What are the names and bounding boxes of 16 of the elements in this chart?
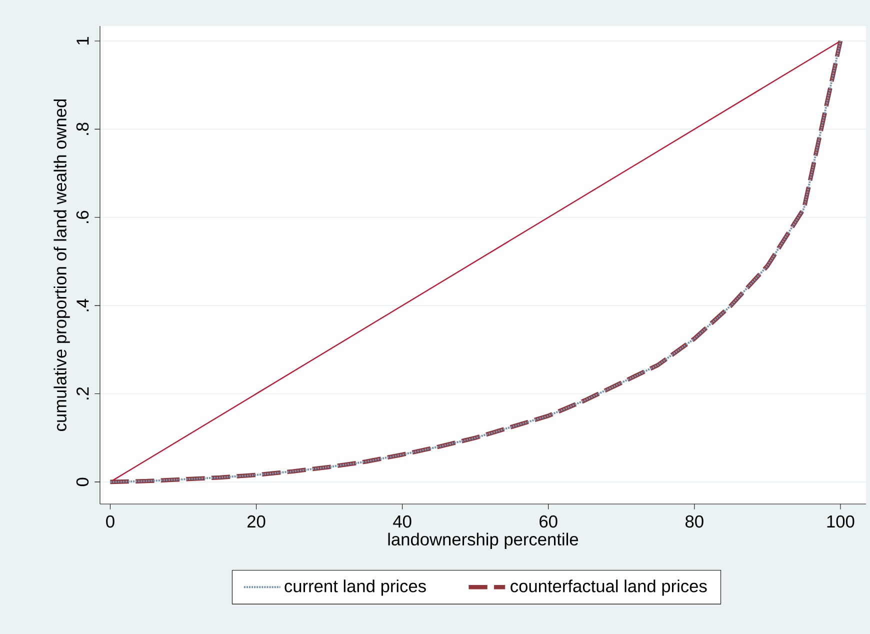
- x-tick-label: 80: [686, 515, 704, 528]
- x-tick-label: 60: [540, 515, 558, 528]
- x-tick-label: 20: [248, 515, 266, 528]
- y-tick-label: 1: [76, 36, 89, 44]
- x-tick-label: 40: [393, 515, 412, 528]
- y-tick-label: .2: [76, 387, 89, 400]
- legend-label: counterfactual land prices: [510, 580, 707, 596]
- y-tick-label: .4: [76, 298, 89, 312]
- x-tick-label: 100: [827, 515, 854, 528]
- y-axis-title: cumulative proportion of land wealth owned: [54, 99, 70, 431]
- y-tick-label: .6: [76, 210, 89, 223]
- x-axis-title: landownership percentile: [388, 532, 578, 549]
- y-tick-label: 0: [76, 478, 89, 486]
- legend-label: current land prices: [284, 580, 426, 596]
- y-tick-label: .8: [76, 122, 89, 135]
- x-tick-label: 0: [106, 515, 114, 528]
